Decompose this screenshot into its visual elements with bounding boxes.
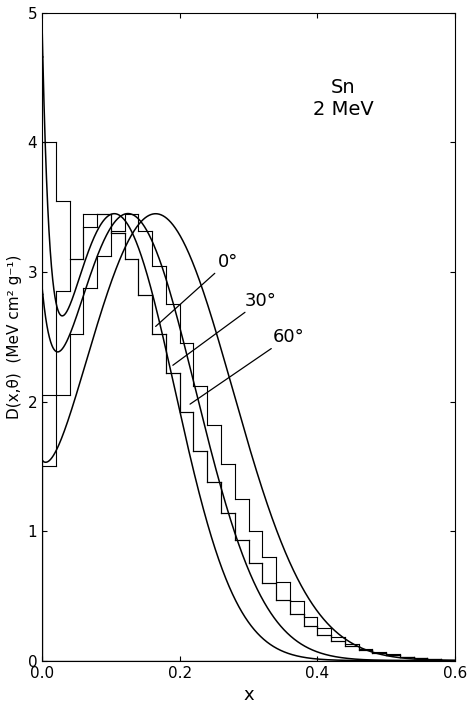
Y-axis label: D(x,θ)  (MeV cm² g⁻¹): D(x,θ) (MeV cm² g⁻¹): [7, 255, 22, 419]
Text: 0°: 0°: [155, 252, 238, 326]
Text: 60°: 60°: [190, 328, 304, 404]
Text: Sn
2 MeV: Sn 2 MeV: [313, 77, 374, 119]
X-axis label: x: x: [243, 686, 254, 704]
Text: 30°: 30°: [173, 292, 277, 365]
